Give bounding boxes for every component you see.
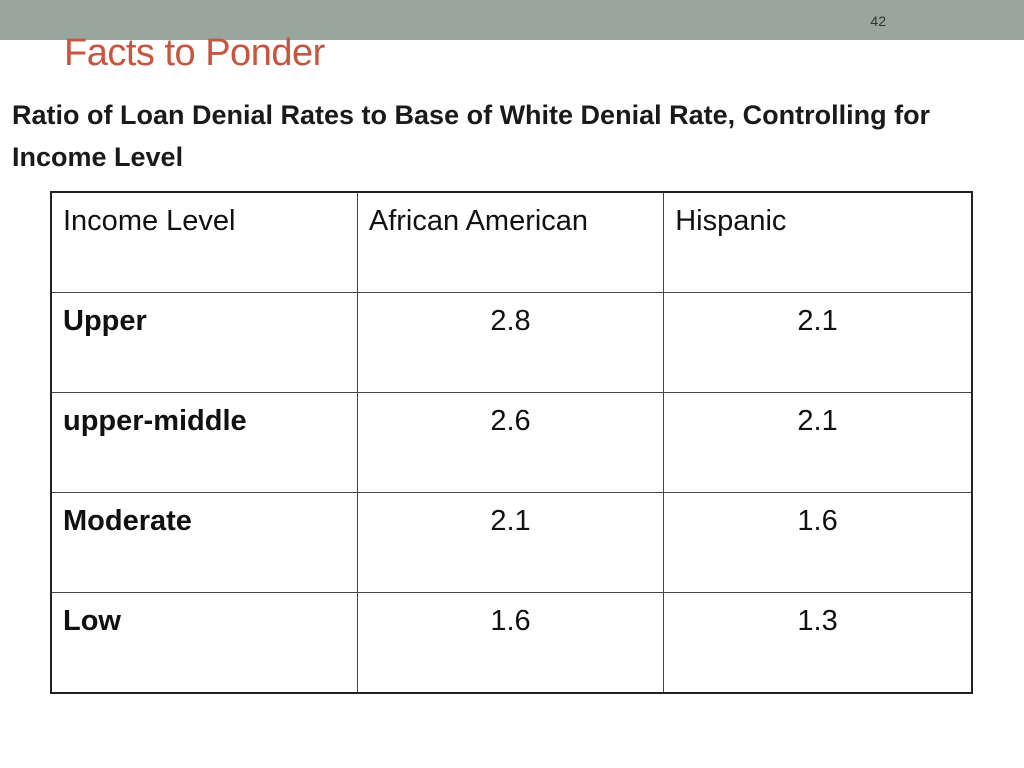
header-income-level: Income Level [50, 191, 358, 293]
slide-number: 42 [870, 13, 886, 29]
table-row: Low 1.6 1.3 [50, 592, 973, 694]
hispanic-value: 1.3 [663, 592, 973, 694]
row-label: Moderate [50, 492, 358, 593]
hispanic-value: 2.1 [663, 292, 973, 393]
header-hispanic: Hispanic [663, 191, 973, 293]
african-american-value: 2.6 [356, 392, 665, 493]
table-row: Moderate 2.1 1.6 [50, 492, 973, 593]
denial-ratio-table: Income Level African American Hispanic U… [50, 191, 973, 694]
african-american-value: 2.8 [356, 292, 665, 393]
hispanic-value: 2.1 [663, 392, 973, 493]
top-band [0, 0, 1024, 40]
table-row: Upper 2.8 2.1 [50, 292, 973, 393]
header-african-american: African American [356, 191, 665, 293]
table-row: upper-middle 2.6 2.1 [50, 392, 973, 493]
slide-subtitle: Ratio of Loan Denial Rates to Base of Wh… [12, 100, 931, 172]
slide-title: Facts to Ponder [64, 32, 325, 74]
row-label: Low [50, 592, 358, 694]
table-header-row: Income Level African American Hispanic [50, 191, 973, 293]
african-american-value: 2.1 [356, 492, 665, 593]
row-label: Upper [50, 292, 358, 393]
row-label: upper-middle [50, 392, 358, 493]
hispanic-value: 1.6 [663, 492, 973, 593]
african-american-value: 1.6 [356, 592, 665, 694]
